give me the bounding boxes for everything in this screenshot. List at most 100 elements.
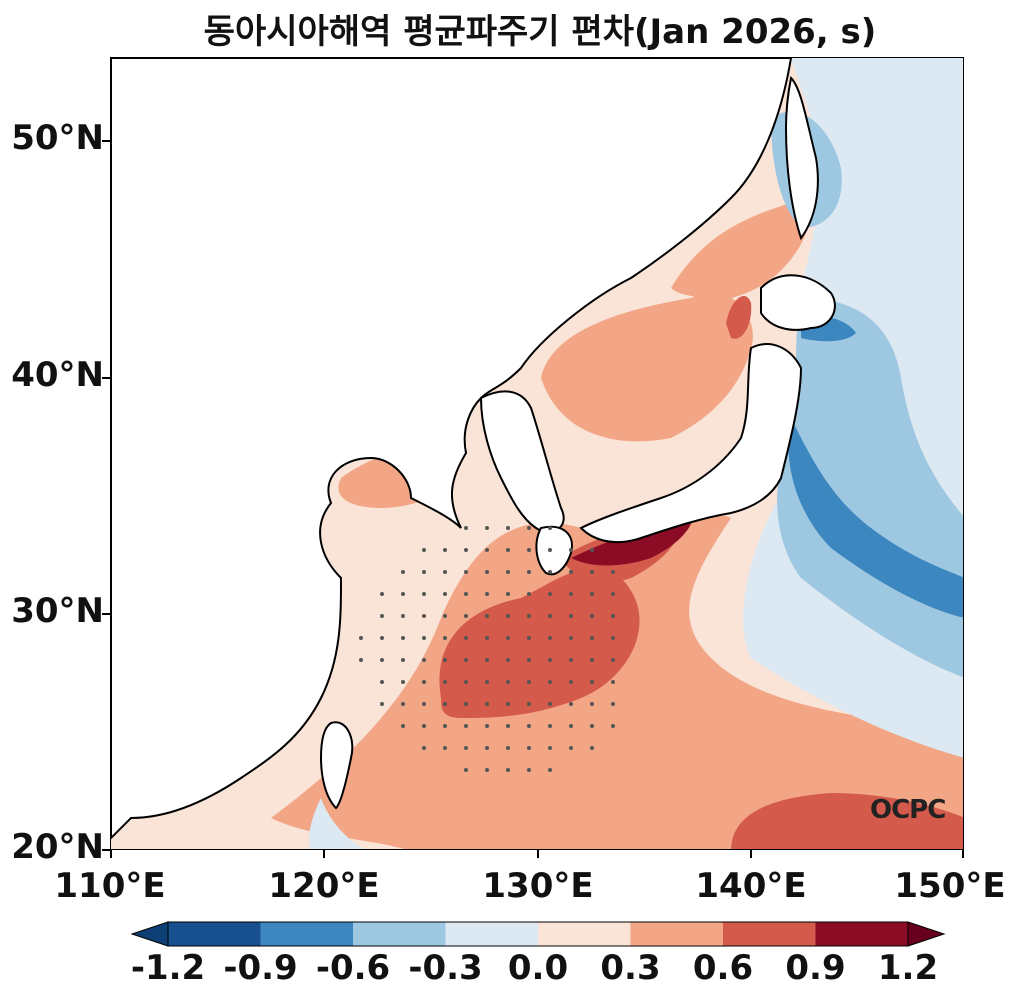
stipple-dot — [548, 636, 552, 640]
stipple-dot — [506, 592, 510, 596]
land-japan-kyushu — [535, 525, 573, 576]
stipple-dot — [506, 768, 510, 772]
y-tick-mark — [102, 377, 110, 379]
stipple-dot — [506, 526, 510, 530]
stipple-dot — [422, 548, 426, 552]
stipple-dot — [527, 548, 531, 552]
stipple-dot — [548, 680, 552, 684]
stipple-dot — [380, 680, 384, 684]
map-title: 동아시아해역 평균파주기 편차(Jan 2026, s) — [203, 12, 877, 52]
y-tick-mark — [102, 140, 110, 142]
stipple-dot — [464, 658, 468, 662]
stipple-dot — [527, 636, 531, 640]
colorbar-segment — [445, 922, 539, 946]
stipple-dot — [422, 570, 426, 574]
contour-negative-0.6 — [788, 418, 963, 618]
stipple-dot — [401, 614, 405, 618]
colorbar-tick-label: 0.9 — [785, 948, 846, 988]
stipple-dot — [527, 570, 531, 574]
x-tick-mark — [750, 850, 752, 858]
land-taiwan — [319, 721, 354, 810]
stipple-dot — [548, 702, 552, 706]
stipple-dot — [506, 680, 510, 684]
contour-positive-0.6-east-sea-spot — [726, 295, 752, 339]
ocpc-logo: OCPC — [870, 795, 946, 825]
stipple-dot — [443, 658, 447, 662]
x-tick-label: 130°E — [482, 866, 594, 906]
stipple-dot — [359, 658, 363, 662]
x-tick-mark — [323, 850, 325, 858]
stipple-dot — [590, 570, 594, 574]
stipple-dot — [569, 636, 573, 640]
stipple-dot — [548, 526, 552, 530]
stipple-dot — [569, 548, 573, 552]
stipple-dot — [380, 702, 384, 706]
colorbar-segment — [815, 922, 909, 946]
stipple-dot — [569, 658, 573, 662]
stipple-dot — [485, 614, 489, 618]
stipple-dot — [506, 614, 510, 618]
x-tick-label: 110°E — [54, 866, 166, 906]
stipple-dot — [401, 724, 405, 728]
stipple-dot — [464, 526, 468, 530]
land-korea — [479, 390, 565, 533]
stipple-dot — [590, 614, 594, 618]
stipple-dot — [485, 746, 489, 750]
colorbar-tick-label: -0.3 — [408, 948, 483, 988]
x-tick-label: 120°E — [268, 866, 380, 906]
stipple-dot — [443, 636, 447, 640]
stipple-dot — [380, 614, 384, 618]
colorbar-tick-label: 1.2 — [877, 948, 939, 988]
stipple-dot — [485, 548, 489, 552]
stipple-dot — [590, 592, 594, 596]
stipple-dot — [548, 548, 552, 552]
stipple-dot — [485, 570, 489, 574]
stipple-dot — [527, 526, 531, 530]
contour-negative-0.0-taiwan-strait — [309, 798, 365, 849]
stipple-dot — [527, 746, 531, 750]
stipple-dot — [443, 724, 447, 728]
stipple-dot — [611, 570, 615, 574]
stipple-dot — [464, 724, 468, 728]
stipple-dot — [401, 592, 405, 596]
y-tick-mark — [102, 613, 110, 615]
x-tick-mark — [537, 850, 539, 858]
stipple-dot — [485, 526, 489, 530]
stipple-dot — [590, 548, 594, 552]
stipple-dot — [401, 658, 405, 662]
contour-positive-0.6 — [439, 569, 640, 718]
stipple-dot — [569, 680, 573, 684]
stipple-dot — [590, 724, 594, 728]
stipple-dot — [611, 724, 615, 728]
colorbar-tick-label: 0.6 — [692, 948, 754, 988]
significance-stippling — [359, 526, 615, 772]
stipple-dot — [464, 768, 468, 772]
stipple-dot — [422, 724, 426, 728]
stipple-dot — [464, 570, 468, 574]
stipple-dot — [506, 724, 510, 728]
stipple-dot — [611, 702, 615, 706]
colorbar-frame — [167, 921, 909, 947]
stipple-dot — [590, 636, 594, 640]
stipple-dot — [611, 614, 615, 618]
land-japan-hokkaido — [760, 274, 836, 331]
stipple-dot — [569, 614, 573, 618]
colorbar-segment — [260, 922, 354, 946]
colorbar-tick-label: -0.6 — [315, 948, 391, 988]
stipple-dot — [380, 592, 384, 596]
stipple-dot — [443, 548, 447, 552]
x-tick-label: 150°E — [894, 866, 1006, 906]
stipple-dot — [569, 724, 573, 728]
stipple-dot — [443, 614, 447, 618]
map-plot-area — [110, 57, 964, 850]
stipple-dot — [506, 658, 510, 662]
stipple-dot — [464, 614, 468, 618]
stipple-dot — [527, 680, 531, 684]
contour-positive-0.3-east-sea-north — [671, 203, 811, 298]
stipple-dot — [485, 592, 489, 596]
stipple-dot — [443, 592, 447, 596]
stipple-dot — [422, 636, 426, 640]
stipple-dot — [527, 658, 531, 662]
stipple-dot — [485, 680, 489, 684]
stipple-dot — [590, 746, 594, 750]
